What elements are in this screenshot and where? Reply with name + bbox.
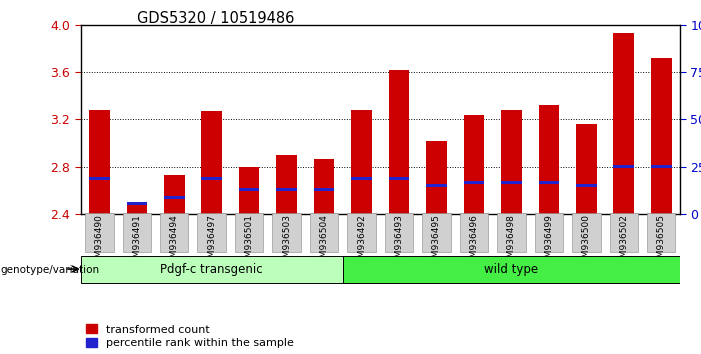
Bar <box>314 188 334 191</box>
Text: GSM936501: GSM936501 <box>245 214 254 269</box>
Bar <box>126 202 147 214</box>
Text: GDS5320 / 10519486: GDS5320 / 10519486 <box>137 11 294 25</box>
FancyBboxPatch shape <box>160 213 189 252</box>
Text: GSM936495: GSM936495 <box>432 214 441 269</box>
FancyBboxPatch shape <box>235 213 264 252</box>
Bar <box>89 110 109 214</box>
Text: GSM936494: GSM936494 <box>170 214 179 269</box>
Text: GSM936500: GSM936500 <box>582 214 591 269</box>
Text: GSM936497: GSM936497 <box>207 214 216 269</box>
Bar <box>463 115 484 214</box>
Legend: transformed count, percentile rank within the sample: transformed count, percentile rank withi… <box>86 324 294 348</box>
Text: GSM936503: GSM936503 <box>282 214 291 269</box>
Bar <box>651 165 672 169</box>
FancyBboxPatch shape <box>572 213 601 252</box>
Bar <box>201 111 222 214</box>
FancyBboxPatch shape <box>123 213 151 252</box>
Text: GSM936492: GSM936492 <box>357 214 366 269</box>
Text: GSM936499: GSM936499 <box>545 214 553 269</box>
Text: GSM936498: GSM936498 <box>507 214 516 269</box>
FancyBboxPatch shape <box>85 213 114 252</box>
FancyBboxPatch shape <box>81 256 343 284</box>
Bar <box>463 181 484 184</box>
FancyBboxPatch shape <box>310 213 339 252</box>
Bar <box>351 177 372 180</box>
Bar <box>501 110 522 214</box>
FancyBboxPatch shape <box>460 213 488 252</box>
Bar <box>613 165 634 169</box>
Bar <box>126 202 147 205</box>
Bar <box>576 184 597 187</box>
Bar <box>276 155 297 214</box>
Bar <box>426 184 447 187</box>
Text: wild type: wild type <box>484 263 538 276</box>
Bar <box>89 177 109 180</box>
Bar <box>538 105 559 214</box>
Bar <box>239 188 259 191</box>
FancyBboxPatch shape <box>343 256 680 284</box>
Text: GSM936496: GSM936496 <box>470 214 479 269</box>
FancyBboxPatch shape <box>535 213 563 252</box>
FancyBboxPatch shape <box>198 213 226 252</box>
Text: Pdgf-c transgenic: Pdgf-c transgenic <box>161 263 263 276</box>
Text: GSM936504: GSM936504 <box>320 214 329 269</box>
Bar <box>501 181 522 184</box>
Text: GSM936490: GSM936490 <box>95 214 104 269</box>
Bar <box>389 177 409 180</box>
Bar <box>651 58 672 214</box>
Bar <box>201 177 222 180</box>
FancyBboxPatch shape <box>347 213 376 252</box>
Text: GSM936502: GSM936502 <box>619 214 628 269</box>
Bar <box>426 141 447 214</box>
Bar <box>351 110 372 214</box>
Bar <box>164 196 184 199</box>
Bar <box>276 188 297 191</box>
Bar <box>538 181 559 184</box>
Text: genotype/variation: genotype/variation <box>1 265 100 275</box>
Bar <box>576 124 597 214</box>
Bar <box>314 159 334 214</box>
Bar <box>389 70 409 214</box>
Text: GSM936505: GSM936505 <box>657 214 666 269</box>
Text: GSM936491: GSM936491 <box>132 214 142 269</box>
FancyBboxPatch shape <box>273 213 301 252</box>
FancyBboxPatch shape <box>497 213 526 252</box>
Bar <box>164 175 184 214</box>
FancyBboxPatch shape <box>422 213 451 252</box>
FancyBboxPatch shape <box>610 213 638 252</box>
Bar <box>613 33 634 214</box>
FancyBboxPatch shape <box>647 213 676 252</box>
Text: GSM936493: GSM936493 <box>395 214 404 269</box>
FancyBboxPatch shape <box>385 213 414 252</box>
Bar <box>239 167 259 214</box>
